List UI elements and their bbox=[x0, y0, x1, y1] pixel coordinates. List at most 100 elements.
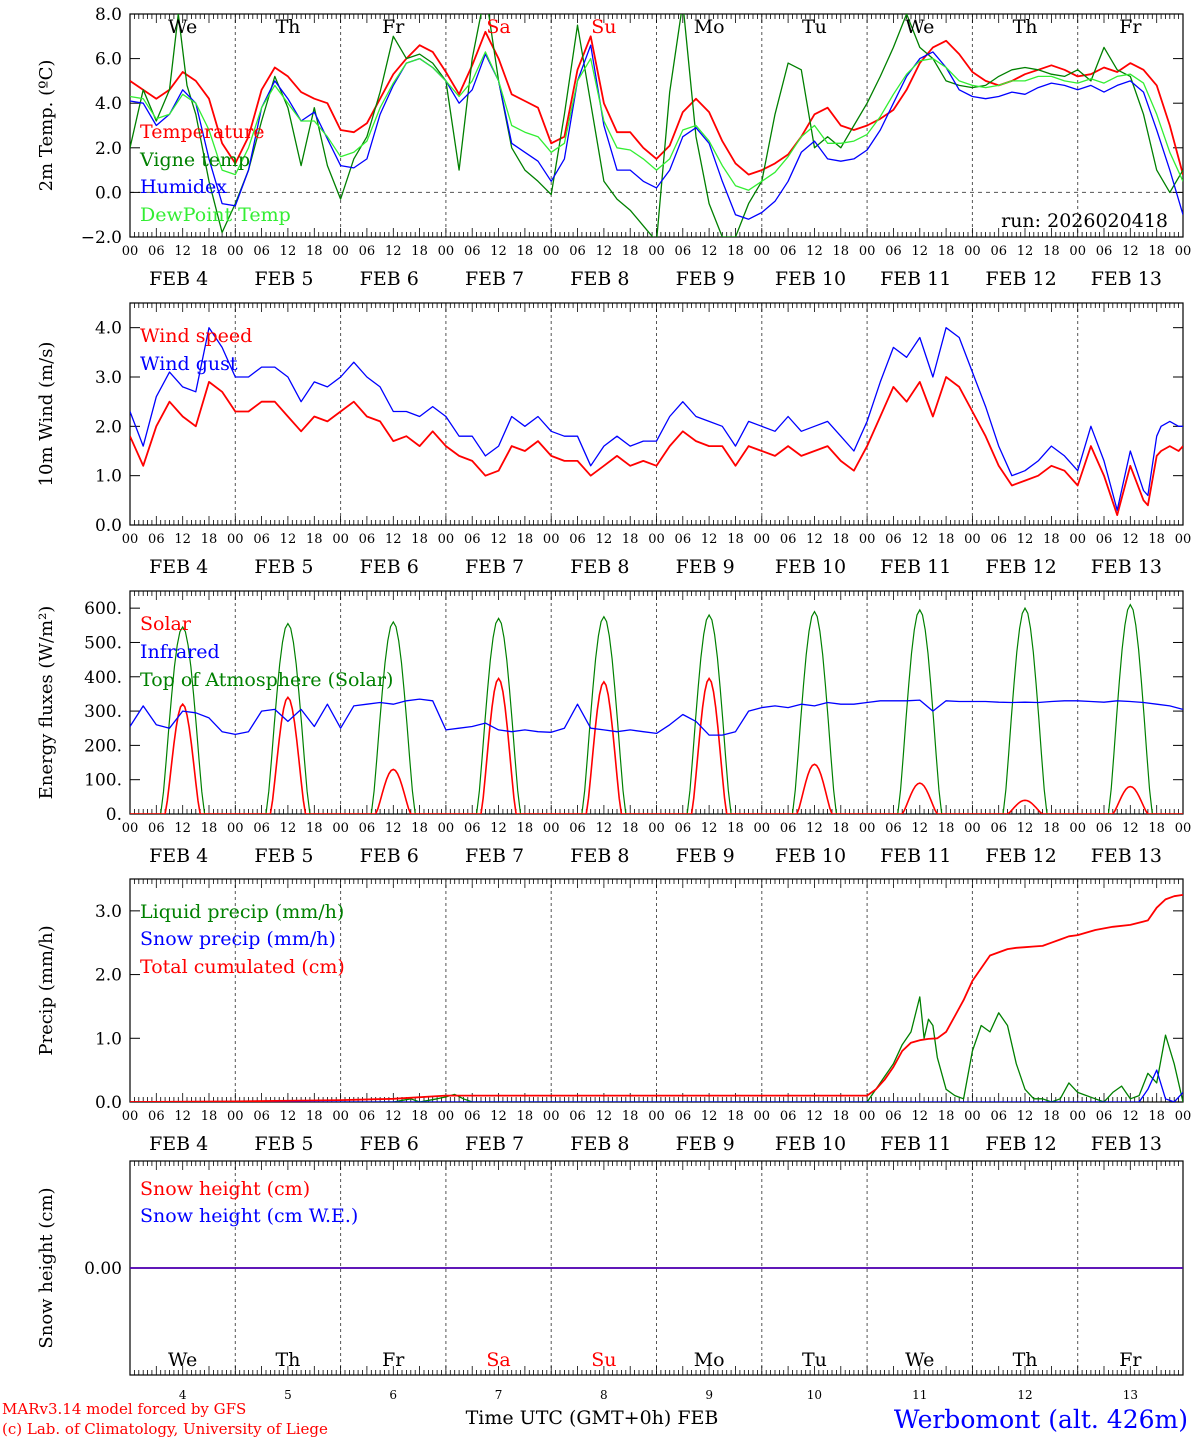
day-label: FEB 9 bbox=[676, 556, 735, 578]
day-label: FEB 12 bbox=[985, 845, 1056, 867]
hour-tick-label: 18 bbox=[938, 244, 955, 259]
hour-tick-label: 00 bbox=[648, 244, 665, 259]
y-tick-label: 500. bbox=[84, 633, 122, 653]
y-tick-label: 0.0 bbox=[95, 183, 122, 203]
weekday-label: Su bbox=[591, 1349, 616, 1371]
hour-tick-label: 06 bbox=[885, 244, 902, 259]
day-label: FEB 11 bbox=[880, 845, 951, 867]
y-tick-label: 600. bbox=[84, 599, 122, 619]
hour-tick-label: 06 bbox=[990, 532, 1007, 547]
weekday-label: Tu bbox=[802, 1349, 827, 1371]
hour-tick-label: 18 bbox=[622, 821, 639, 836]
hour-tick-label: 18 bbox=[201, 1109, 218, 1124]
y-tick-label: 0.0 bbox=[95, 1093, 122, 1113]
hour-tick-label: 12 bbox=[490, 244, 507, 259]
day-number: 7 bbox=[495, 1388, 503, 1402]
hour-tick-label: 00 bbox=[332, 1109, 349, 1124]
hour-tick-label: 18 bbox=[833, 821, 850, 836]
weekday-label: Fr bbox=[1119, 16, 1142, 38]
hour-tick-label: 18 bbox=[938, 821, 955, 836]
hour-tick-label: 00 bbox=[964, 244, 981, 259]
series-group bbox=[130, 894, 1183, 1102]
hour-tick-label: 00 bbox=[438, 1109, 455, 1124]
hour-tick-label: 06 bbox=[1096, 244, 1113, 259]
hour-tick-label: 06 bbox=[464, 821, 481, 836]
hour-tick-label: 12 bbox=[596, 821, 613, 836]
day-label: FEB 9 bbox=[676, 1133, 735, 1155]
hour-tick-label: 00 bbox=[859, 821, 876, 836]
panel-5: 0.00 Snow height (cm) Snow height (cm) Snow… bbox=[36, 1160, 1184, 1402]
hour-tick-label: 06 bbox=[464, 532, 481, 547]
day-label: FEB 10 bbox=[775, 556, 846, 578]
hour-tick-label: 12 bbox=[385, 1109, 402, 1124]
hour-tick-label: 00 bbox=[227, 1109, 244, 1124]
hour-tick-label: 00 bbox=[122, 821, 139, 836]
hour-tick-label: 18 bbox=[411, 1109, 428, 1124]
hour-tick-label: 00 bbox=[438, 821, 455, 836]
hour-tick-label: 18 bbox=[201, 821, 218, 836]
hour-tick-label: 18 bbox=[306, 1109, 323, 1124]
weekday-label: Sa bbox=[486, 16, 510, 38]
hour-tick-label: 00 bbox=[754, 244, 771, 259]
legend-entry: Vigne temp bbox=[139, 149, 250, 171]
day-label: FEB 8 bbox=[570, 556, 629, 578]
weekday-label: Th bbox=[1013, 16, 1038, 38]
day-label: FEB 6 bbox=[360, 1133, 419, 1155]
weekday-label: We bbox=[905, 16, 934, 38]
y-tick-label: 3.0 bbox=[95, 902, 122, 922]
series-top-of-atmosphere-solar- bbox=[130, 603, 1183, 814]
series-dewpoint-temp bbox=[130, 51, 1183, 191]
day-label: FEB 5 bbox=[254, 845, 313, 867]
hour-tick-label: 00 bbox=[122, 244, 139, 259]
day-label: FEB 7 bbox=[465, 556, 524, 578]
series-wind-gust bbox=[130, 327, 1183, 511]
legend-entry: Snow height (cm) bbox=[140, 1178, 310, 1200]
hour-tick-label: 18 bbox=[727, 244, 744, 259]
legend-entry: Liquid precip (mm/h) bbox=[140, 901, 344, 923]
legend-entry: Solar bbox=[140, 613, 192, 635]
station-name: Werbomont (alt. 426m) bbox=[894, 1405, 1188, 1434]
hour-tick-label: 12 bbox=[1122, 1109, 1139, 1124]
day-label: FEB 13 bbox=[1091, 845, 1162, 867]
hour-tick-label: 18 bbox=[1148, 1109, 1165, 1124]
hour-tick-label: 06 bbox=[675, 1109, 692, 1124]
hour-tick-label: 18 bbox=[306, 244, 323, 259]
hour-tick-label: 18 bbox=[306, 821, 323, 836]
hour-tick-label: 00 bbox=[648, 821, 665, 836]
hour-tick-label: 00 bbox=[227, 821, 244, 836]
weekday-label: We bbox=[905, 1349, 934, 1371]
y-tick-label: 1.0 bbox=[95, 1029, 122, 1049]
hour-tick-label: 12 bbox=[1122, 532, 1139, 547]
hour-tick-label: 12 bbox=[806, 1109, 823, 1124]
hour-tick-label: 06 bbox=[148, 821, 165, 836]
legend-entry: Top of Atmosphere (Solar) bbox=[140, 669, 393, 691]
day-label: FEB 8 bbox=[570, 845, 629, 867]
hour-tick-label: 00 bbox=[859, 1109, 876, 1124]
time-ticks bbox=[129, 303, 1184, 525]
hour-tick-label: 06 bbox=[253, 532, 270, 547]
weekday-label: Mo bbox=[694, 16, 725, 38]
hour-tick-label: 18 bbox=[833, 244, 850, 259]
hour-tick-label: 00 bbox=[122, 1109, 139, 1124]
hour-tick-label: 12 bbox=[280, 532, 297, 547]
hour-tick-label: 12 bbox=[280, 821, 297, 836]
hour-tick-label: 18 bbox=[517, 532, 534, 547]
hour-tick-label: 00 bbox=[543, 1109, 560, 1124]
hour-tick-label: 12 bbox=[1017, 821, 1034, 836]
hour-tick-label: 00 bbox=[1069, 532, 1086, 547]
day-label: FEB 4 bbox=[149, 1133, 208, 1155]
day-label: FEB 9 bbox=[676, 268, 735, 290]
hour-tick-label: 06 bbox=[990, 821, 1007, 836]
day-number: 10 bbox=[807, 1388, 822, 1402]
hour-tick-label: 06 bbox=[780, 1109, 797, 1124]
legend-entry: Infrared bbox=[140, 641, 220, 663]
hour-tick-label: 00 bbox=[1175, 532, 1192, 547]
hour-tick-label: 06 bbox=[780, 532, 797, 547]
hour-tick-label: 06 bbox=[675, 532, 692, 547]
y-tick-label: 2.0 bbox=[95, 966, 122, 986]
hour-tick-label: 06 bbox=[464, 1109, 481, 1124]
weekday-label: We bbox=[168, 1349, 197, 1371]
hour-tick-label: 06 bbox=[253, 821, 270, 836]
hour-tick-label: 12 bbox=[911, 244, 928, 259]
